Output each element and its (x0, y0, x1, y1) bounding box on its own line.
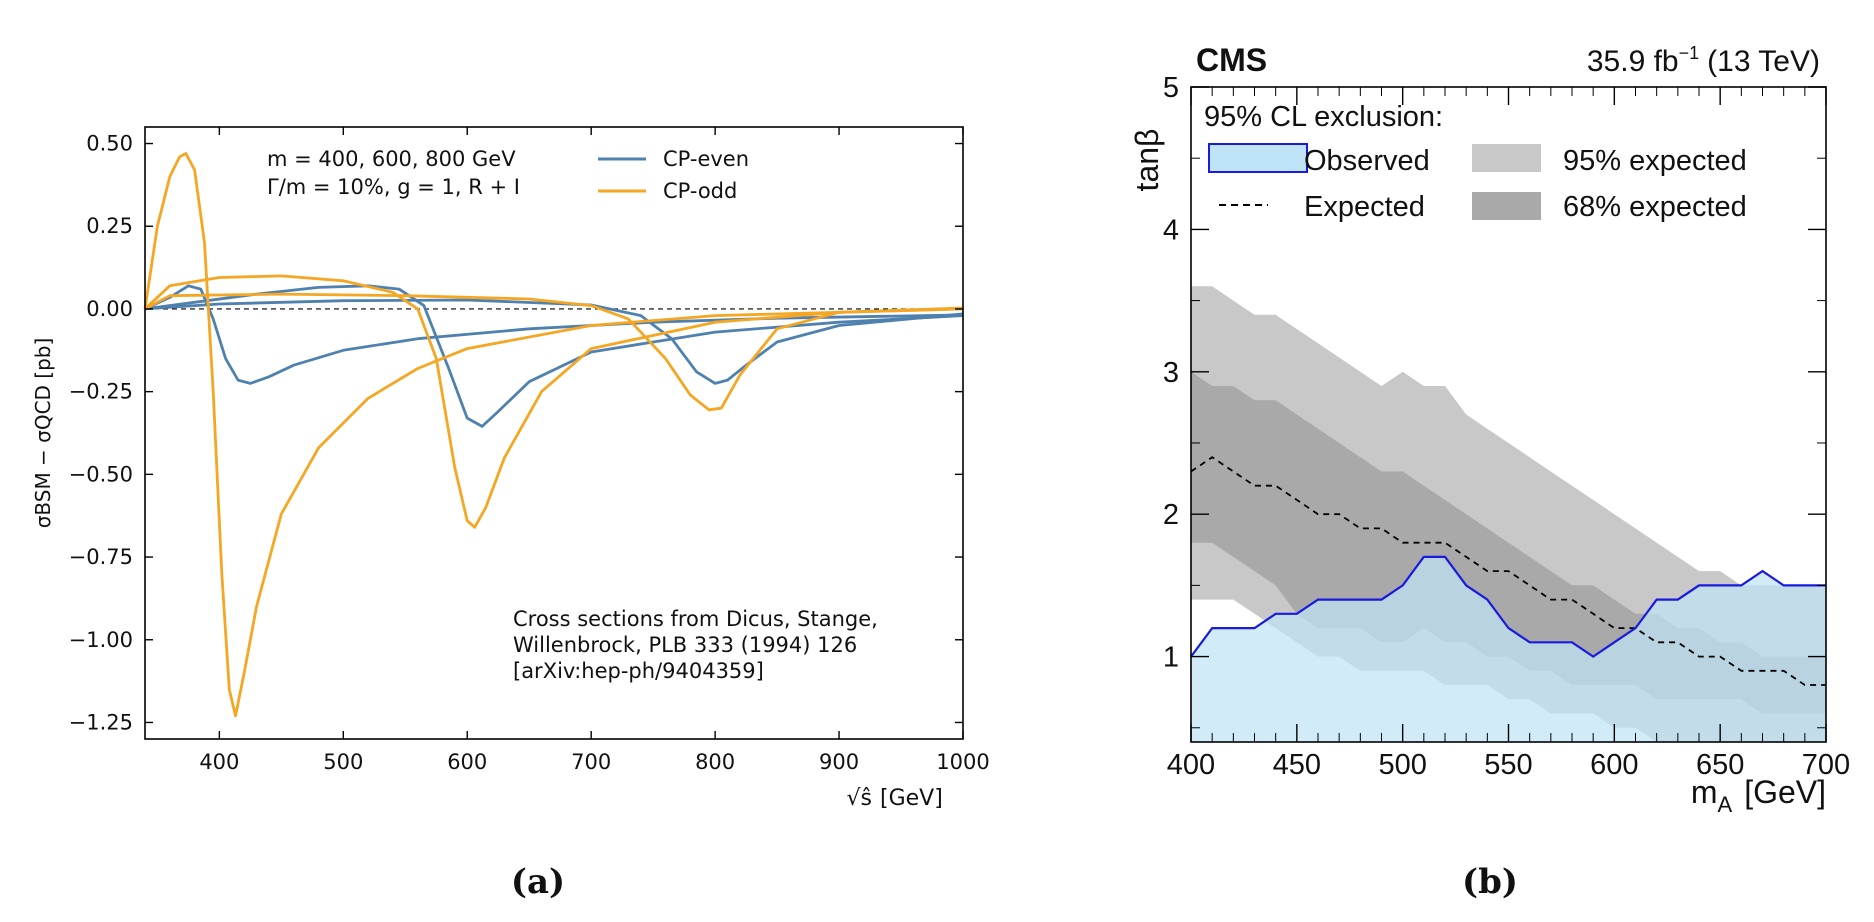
x-tick-label: 600 (1590, 749, 1638, 781)
legend-label-expected: Expected (1304, 191, 1425, 223)
cp-odd-curve-m600 (144, 274, 964, 529)
legend-swatch-68-expected (1472, 192, 1541, 220)
panel-b-axis-ticks: 400 450 500 550 600 650 700 1 2 3 4 5 (1163, 72, 1850, 781)
panel-b-lumi-energy: (13 TeV) (1707, 45, 1820, 78)
panel-b-xlabel-unit: [GeV] (1744, 774, 1826, 810)
y-tick-label: −0.25 (69, 380, 133, 404)
panel-b-bands (1191, 286, 1826, 742)
x-tick-label: 700 (1802, 749, 1850, 781)
y-tick-label: −0.50 (69, 462, 133, 486)
x-tick-label: 400 (199, 750, 239, 774)
panel-a-chart: 400 500 600 700 800 900 1000 0.50 0.25 0.00 −0.25 −… (31, 126, 990, 902)
legend-label-cp-odd: CP-odd (663, 179, 737, 203)
panel-b-lines (1190, 456, 1826, 686)
cp-even-curve-m600 (144, 284, 964, 428)
panel-b-lumi: 35.9 fb−1 (13 TeV) (1587, 43, 1820, 78)
panel-a-citation-line3: [arXiv:hep-ph/9404359] (513, 659, 764, 683)
x-tick-label: 400 (1167, 749, 1215, 781)
cp-odd-curve-m400 (143, 152, 964, 718)
cp-odd-curve-m800 (144, 292, 964, 412)
y-tick-label: 0.50 (86, 132, 133, 156)
legend-label-68-expected: 68% expected (1563, 191, 1747, 223)
panel-b-legend: 95% CL exclusion: Observed Expected 95% … (1204, 101, 1747, 223)
x-tick-label: 700 (571, 750, 611, 774)
y-tick-label: 3 (1163, 357, 1179, 389)
cp-even-curve-m800 (144, 298, 964, 385)
panel-a-params-line1: m = 400, 600, 800 GeV (267, 147, 516, 171)
y-tick-label: 0.25 (86, 214, 133, 238)
panel-a-ylabel: σBSM − σQCD [pb] (31, 338, 55, 529)
x-tick-label: 550 (1484, 749, 1532, 781)
x-tick-label: 800 (695, 750, 735, 774)
y-tick-label: −0.75 (69, 545, 133, 569)
panel-b-label: (b) (1462, 862, 1518, 902)
x-tick-label: 450 (1273, 749, 1321, 781)
y-tick-label: 1 (1163, 642, 1179, 674)
y-tick-label: −1.00 (69, 628, 133, 652)
expected-limit-line (1190, 456, 1826, 686)
y-tick-label: 4 (1163, 214, 1179, 246)
panel-a-xlabel-sqrt: √ŝ (847, 786, 872, 811)
panel-a-label: (a) (511, 862, 565, 902)
panel-a-legend: CP-even CP-odd (598, 147, 749, 203)
panel-a-citation-line1: Cross sections from Dicus, Stange, (513, 607, 878, 631)
panel-a-axis-ticks: 400 500 600 700 800 900 1000 0.50 0.25 0.00 −0.25 −… (69, 127, 990, 774)
y-tick-label: −1.25 (69, 710, 133, 734)
legend-swatch-observed (1208, 143, 1308, 173)
x-tick-label: 900 (819, 750, 859, 774)
panel-b-legend-title: 95% CL exclusion: (1204, 101, 1443, 133)
panel-b-ylabel: tanβ (1129, 129, 1165, 192)
panel-b-lumi-prefix: 35.9 fb (1587, 45, 1679, 78)
panel-a-frame (144, 126, 964, 740)
x-tick-label: 650 (1696, 749, 1744, 781)
x-tick-label: 1000 (936, 750, 989, 774)
observed-excluded-region (1191, 556, 1826, 742)
panel-b-chart: 400 450 500 550 600 650 700 1 2 3 4 5 CMS 35.9 fb−1… (1129, 42, 1850, 902)
y-tick-label: 0.00 (86, 297, 133, 321)
panel-a-citation-line2: Willenbrock, PLB 333 (1994) 126 (513, 633, 857, 657)
observed-limit-line (1190, 555, 1826, 658)
panel-b-xlabel-sub: A (1718, 792, 1733, 817)
legend-label-95-expected: 95% expected (1563, 145, 1747, 177)
x-tick-label: 600 (447, 750, 487, 774)
y-tick-label: 2 (1163, 499, 1179, 531)
panel-b-xlabel-main: m (1691, 774, 1718, 810)
panel-a-curves (143, 152, 964, 718)
panel-b-xlabel: mA [GeV] (1691, 774, 1826, 817)
panel-a-xlabel-unit: [GeV] (880, 786, 943, 811)
legend-label-observed: Observed (1304, 145, 1430, 177)
panel-a-params-line2: Γ/m = 10%, g = 1, R + I (267, 175, 520, 199)
y-tick-label: 5 (1163, 72, 1179, 104)
legend-label-cp-even: CP-even (663, 147, 749, 171)
x-tick-label: 500 (1378, 749, 1426, 781)
panel-b-experiment: CMS (1196, 42, 1267, 78)
legend-swatch-95-expected (1472, 144, 1541, 172)
panel-b-lumi-exp: −1 (1679, 43, 1700, 63)
x-tick-label: 500 (323, 750, 363, 774)
